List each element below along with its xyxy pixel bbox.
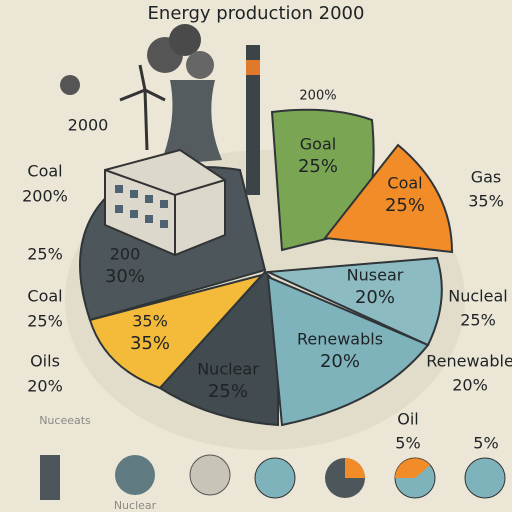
slice-teal-lower	[266, 275, 430, 427]
legend-label: Nucleal	[448, 287, 507, 306]
top-note: 200%	[299, 89, 336, 104]
smoke	[186, 51, 214, 79]
slice-yellow	[88, 273, 265, 390]
legend-label: Oil	[397, 410, 418, 429]
legend-label: Coal	[27, 287, 62, 306]
extra-value: 5%	[473, 434, 498, 453]
slice-value: 25%	[385, 195, 425, 216]
slice-value: 35%	[130, 333, 170, 354]
slice-label: Renewabls	[297, 330, 383, 349]
legend-value: 25%	[27, 245, 63, 264]
slice-label: 35%	[132, 312, 168, 331]
icon-wedge	[395, 458, 430, 478]
legend-value: 20%	[27, 377, 63, 396]
icon	[115, 455, 155, 495]
icon-tower	[40, 455, 60, 500]
icon-wedge	[345, 458, 365, 478]
legend-label: Gas	[471, 168, 502, 187]
slice-label: Goal	[300, 135, 336, 154]
icon	[464, 457, 506, 499]
footer-label: Nuclear	[114, 499, 157, 512]
legend-label: Oils	[30, 352, 60, 371]
legend-value: 35%	[468, 192, 504, 211]
footer-label: Nuceeats	[39, 414, 91, 427]
legend-value: 200%	[22, 187, 68, 206]
factory-edges	[104, 169, 226, 255]
slice-orange	[323, 143, 454, 254]
legend-value: 25%	[27, 312, 63, 331]
turbine-blades	[119, 64, 166, 102]
year-note: 2000	[68, 116, 109, 135]
slice-label: Coal	[387, 174, 422, 193]
right-legend: Gas 35% Nucleal 25% Renewable 20% Oil 5%	[395, 168, 512, 453]
chimney-band	[246, 60, 260, 75]
slice-value: 25%	[208, 381, 248, 402]
legend-value: 20%	[452, 376, 488, 395]
icon	[254, 457, 296, 499]
icon	[189, 454, 231, 496]
chimney	[246, 45, 260, 195]
legend-label: Renewable	[426, 352, 512, 371]
cooling-tower	[160, 80, 222, 165]
smoke	[169, 24, 201, 56]
slice-value: 20%	[320, 351, 360, 372]
slice-label: Nuclear	[197, 360, 259, 379]
smoke	[60, 75, 80, 95]
slice-teal-upper	[264, 256, 443, 347]
slice-value: 20%	[355, 287, 395, 308]
title: Energy production 2000	[148, 3, 365, 24]
legend-value: 5%	[395, 434, 420, 453]
turbine-pole	[143, 89, 149, 151]
left-legend: Coal 200% 25% Coal 25% Oils 20%	[22, 162, 68, 396]
slice-value: 30%	[105, 266, 145, 287]
legend-value: 25%	[460, 311, 496, 330]
slice-value: 25%	[298, 156, 338, 177]
slice-labels: Goal 25% Coal 25% 200 30% 35% 35% Nusear 20% Renew…	[105, 135, 425, 403]
factory-windows	[115, 185, 168, 228]
slice-label: Nusear	[347, 266, 404, 285]
legend-label: Coal	[27, 162, 62, 181]
slice-label: 200	[110, 245, 141, 264]
slice-bottom	[158, 270, 279, 427]
